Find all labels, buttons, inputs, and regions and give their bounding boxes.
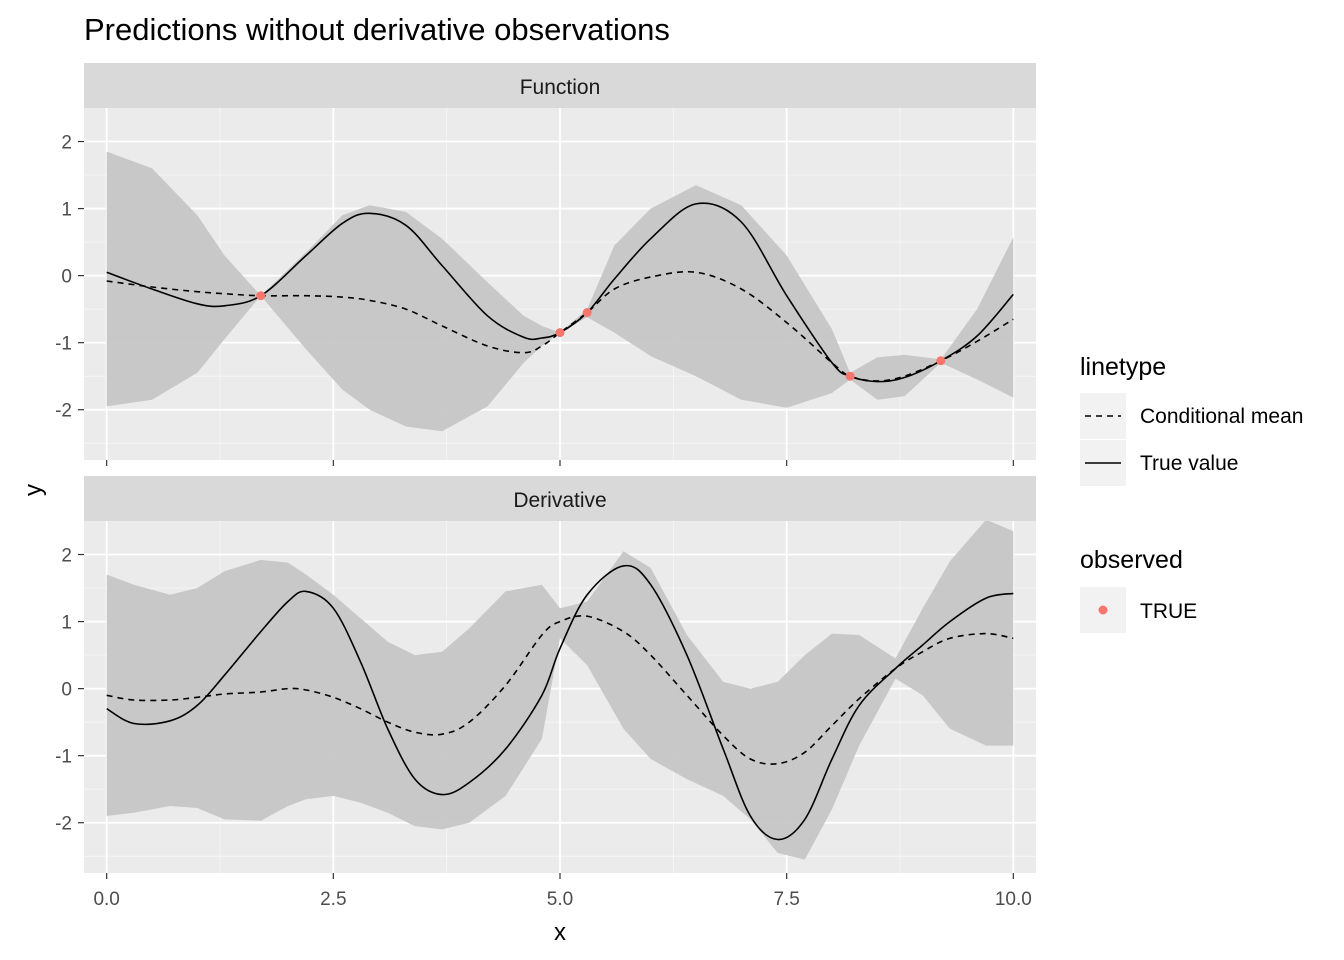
panel-derivative: Derivative [84, 476, 1036, 873]
strip-label-derivative: Derivative [513, 489, 606, 512]
strip-derivative [84, 476, 1036, 521]
line-conditional-mean-derivative [106, 615, 1014, 765]
y-tick-label: 2 [61, 546, 72, 567]
y-tick-label: -2 [55, 401, 72, 422]
chart-title: Predictions without derivative observati… [84, 12, 670, 47]
y-axis-title: y [20, 484, 47, 496]
y-tick-label: 1 [61, 200, 72, 221]
observed-point [555, 328, 565, 338]
data-function [106, 151, 1014, 432]
y-tick-label: -1 [55, 334, 72, 355]
y-tick-label: 2 [61, 133, 72, 154]
y-tick-label: 0 [61, 680, 72, 701]
ribbon-function [106, 151, 1014, 432]
line-conditional-mean-function [106, 270, 1014, 382]
line-true-value-derivative [106, 564, 1014, 841]
legend-label: True value [1140, 452, 1238, 475]
observed-point [256, 291, 266, 301]
data-derivative [106, 521, 1014, 860]
x-tick-label: 10.0 [995, 889, 1032, 910]
x-tick-label: 0.0 [93, 889, 119, 910]
x-tick-label: 7.5 [773, 889, 799, 910]
legend-title-observed: observed [1080, 546, 1183, 574]
observed-point [582, 307, 592, 317]
y-tick-label: -2 [55, 814, 72, 835]
y-tick-label: -1 [55, 747, 72, 768]
legend: linetype Conditional mean True value observ… [1080, 353, 1303, 633]
ribbon-derivative [106, 521, 1014, 860]
legend-key-point [1098, 605, 1108, 615]
x-axis-title: x [554, 919, 566, 946]
strip-label-function: Function [520, 76, 601, 99]
panel-function: Function [84, 63, 1036, 460]
strip-function [84, 63, 1036, 108]
legend-label: Conditional mean [1140, 405, 1303, 428]
observed-point [845, 371, 855, 381]
y-tick-label: 1 [61, 613, 72, 634]
x-tick-label: 5.0 [547, 889, 573, 910]
y-axis: -2 -1 0 1 2 -2 -1 0 1 2 [55, 133, 84, 835]
x-axis: 0.0 2.5 5.0 7.5 10.0 [93, 460, 1032, 910]
x-tick-label: 2.5 [320, 889, 346, 910]
legend-title-linetype: linetype [1080, 353, 1166, 381]
facet-panels: Function Derivative [84, 63, 1036, 873]
legend-label: TRUE [1140, 600, 1197, 623]
y-tick-label: 0 [61, 267, 72, 288]
observed-point [936, 356, 946, 366]
